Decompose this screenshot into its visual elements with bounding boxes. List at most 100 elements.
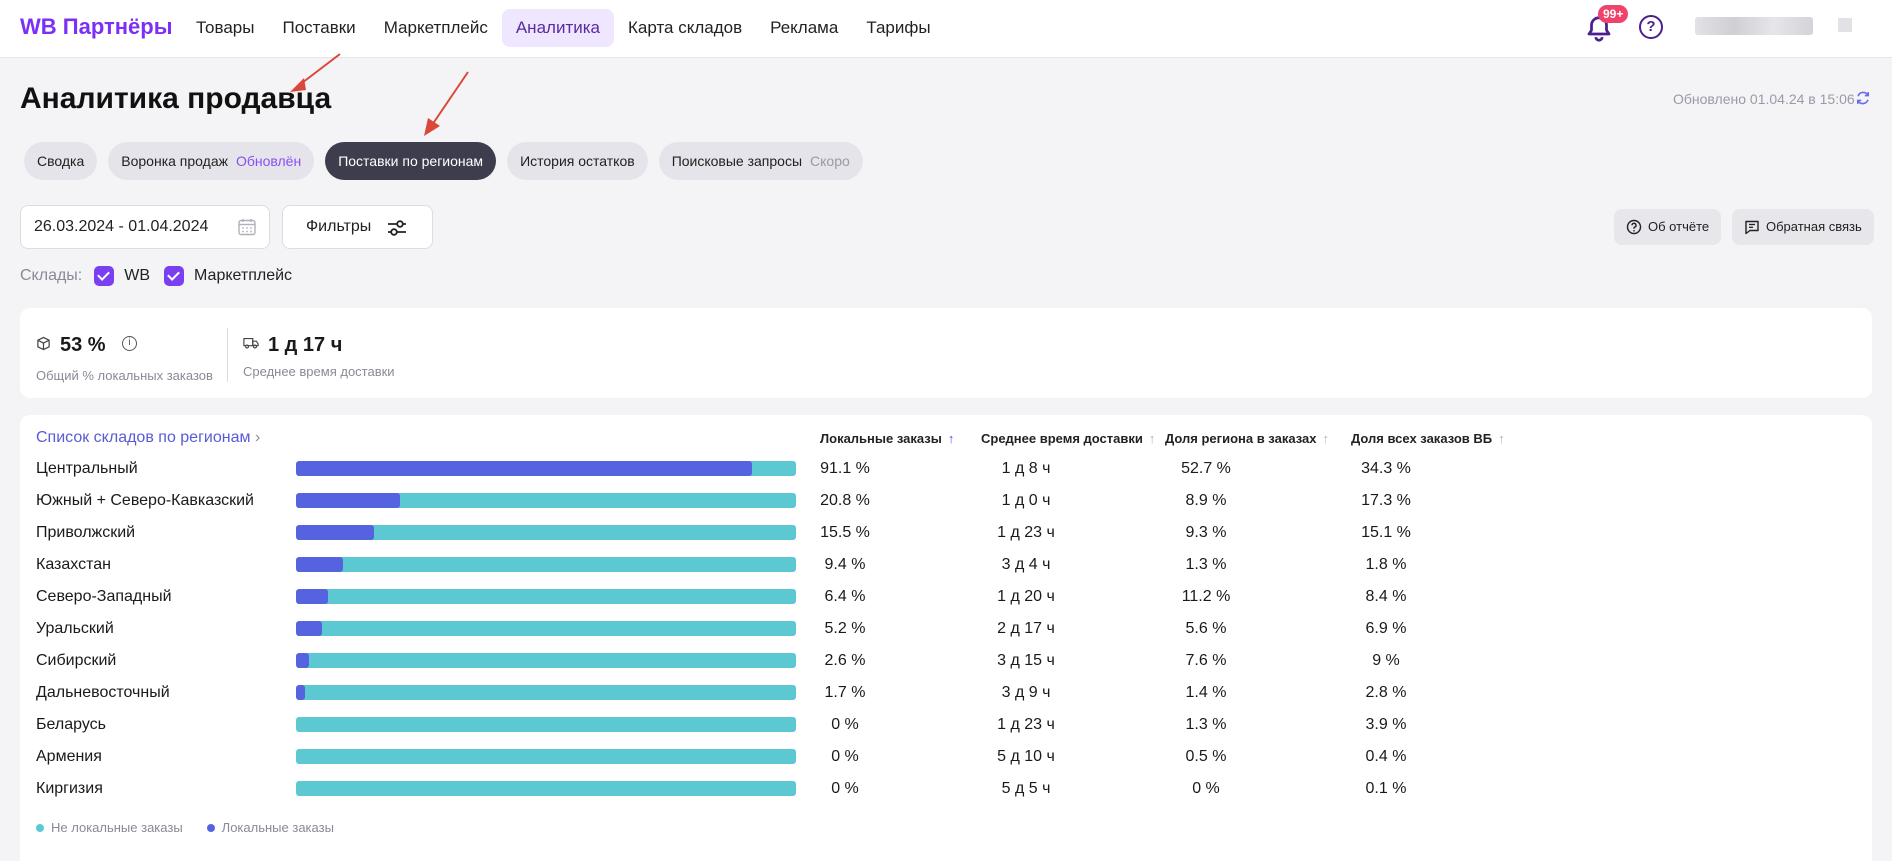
region-name: Уральский bbox=[36, 620, 114, 637]
feedback-button[interactable]: Обратная связь bbox=[1732, 209, 1874, 245]
help-icon[interactable]: ? bbox=[1639, 15, 1663, 39]
region-name: Казахстан bbox=[36, 556, 111, 573]
region-name: Сибирский bbox=[36, 652, 117, 669]
tab-supplies-by-region[interactable]: Поставки по регионам bbox=[325, 142, 497, 180]
filters-label: Фильтры bbox=[306, 218, 372, 235]
column-header-wb-share[interactable]: Доля всех заказов ВБ ↑ bbox=[1351, 431, 1505, 446]
nav-item-marketplace[interactable]: Маркетплейс bbox=[383, 18, 488, 37]
about-report-label: Об отчёте bbox=[1648, 219, 1710, 234]
column-header-avg-delivery[interactable]: Среднее время доставки ↑ bbox=[981, 431, 1155, 446]
local-orders-bar-fill bbox=[296, 461, 752, 476]
region-share-value: 0 % bbox=[1192, 780, 1220, 797]
wb-share-value: 34.3 % bbox=[1361, 460, 1411, 477]
avg-delivery-value: 3 д 4 ч bbox=[1001, 556, 1051, 573]
tab-summary[interactable]: Сводка bbox=[24, 142, 98, 180]
local-orders-value: 0 % bbox=[831, 716, 859, 733]
filters-button[interactable]: Фильтры bbox=[282, 205, 433, 249]
wb-share-value: 0.4 % bbox=[1365, 748, 1407, 765]
box-icon bbox=[37, 336, 50, 351]
region-name: Беларусь bbox=[36, 716, 106, 733]
local-orders-bar bbox=[296, 749, 796, 764]
avg-delivery-time: 1 д 17 ч bbox=[268, 334, 343, 356]
tab-label: Воронка продаж bbox=[121, 153, 228, 169]
table-row[interactable]: Центральный 91.1 % 1 д 8 ч 52.7 % 34.3 % bbox=[20, 455, 1872, 487]
refresh-icon[interactable] bbox=[1854, 89, 1872, 107]
region-share-value: 7.6 % bbox=[1185, 652, 1227, 669]
tab-label: Сводка bbox=[37, 153, 85, 169]
region-name: Дальневосточный bbox=[36, 684, 170, 701]
nav-item-tariffs[interactable]: Тарифы bbox=[866, 18, 931, 37]
checkbox-marketplace-label[interactable]: Маркетплейс bbox=[194, 267, 293, 284]
nav-item-warehouse-map[interactable]: Карта складов bbox=[628, 18, 743, 37]
wb-share-value: 8.4 % bbox=[1365, 588, 1407, 605]
chat-icon bbox=[1745, 220, 1759, 235]
tab-search-queries[interactable]: Поисковые запросы Скоро bbox=[658, 142, 863, 180]
report-tabs: Сводка Воронка продаж Обновлён Поставки п… bbox=[24, 142, 874, 180]
local-orders-value: 0 % bbox=[831, 748, 859, 765]
nav-item-supplies[interactable]: Поставки bbox=[282, 18, 356, 37]
sort-arrow-up-icon[interactable]: ↑ bbox=[1322, 431, 1329, 446]
regions-list-link[interactable]: Список складов по регионам › bbox=[36, 429, 260, 447]
column-header-local-orders[interactable]: Локальные заказы ↑ bbox=[820, 431, 954, 446]
local-orders-bar-fill bbox=[296, 493, 400, 508]
avg-delivery-value: 5 д 5 ч bbox=[1001, 780, 1051, 797]
user-menu-blurred[interactable] bbox=[1838, 18, 1852, 32]
tab-sales-funnel[interactable]: Воронка продаж Обновлён bbox=[108, 142, 315, 180]
avg-delivery-value: 1 д 20 ч bbox=[997, 588, 1055, 605]
calendar-icon[interactable] bbox=[237, 217, 257, 237]
notifications-badge: 99+ bbox=[1598, 5, 1629, 23]
brand-logo[interactable]: WB Партнёры bbox=[20, 14, 173, 39]
truck-icon bbox=[243, 337, 259, 349]
avg-delivery-value: 1 д 23 ч bbox=[997, 716, 1055, 733]
legend-label-local: Локальные заказы bbox=[221, 820, 334, 835]
legend-dot-local bbox=[206, 823, 215, 832]
column-header-label: Локальные заказы bbox=[820, 431, 942, 446]
tab-stock-history[interactable]: История остатков bbox=[507, 142, 648, 180]
checkbox-wb-label[interactable]: WB bbox=[124, 267, 151, 284]
region-share-value: 1.4 % bbox=[1185, 684, 1227, 701]
date-range-field[interactable]: 26.03.2024 - 01.04.2024 bbox=[20, 205, 270, 249]
table-row[interactable]: Киргизия 0 % 5 д 5 ч 0 % 0.1 % bbox=[20, 775, 1872, 807]
local-orders-bar bbox=[296, 557, 796, 572]
region-name: Приволжский bbox=[36, 524, 136, 541]
local-orders-percent-label: Общий % локальных заказов bbox=[36, 368, 213, 383]
local-orders-bar bbox=[296, 685, 796, 700]
local-orders-value: 5.2 % bbox=[824, 620, 866, 637]
region-share-value: 0.5 % bbox=[1185, 748, 1227, 765]
info-icon[interactable]: i bbox=[122, 336, 137, 351]
checkbox-wb[interactable] bbox=[94, 266, 115, 286]
avg-delivery-value: 3 д 9 ч bbox=[1001, 684, 1051, 701]
tab-tag-soon: Скоро bbox=[810, 153, 850, 169]
table-row[interactable]: Казахстан 9.4 % 3 д 4 ч 1.3 % 1.8 % bbox=[20, 551, 1872, 583]
sort-arrow-up-icon[interactable]: ↑ bbox=[1498, 431, 1505, 446]
table-row[interactable]: Армения 0 % 5 д 10 ч 0.5 % 0.4 % bbox=[20, 743, 1872, 775]
wb-share-value: 15.1 % bbox=[1361, 524, 1411, 541]
user-name-blurred[interactable] bbox=[1695, 17, 1813, 35]
local-orders-value: 20.8 % bbox=[820, 492, 870, 509]
nav-item-products[interactable]: Товары bbox=[196, 18, 255, 37]
local-orders-bar-fill bbox=[296, 621, 322, 636]
local-orders-bar-fill bbox=[296, 685, 305, 700]
sort-arrow-up-icon[interactable]: ↑ bbox=[947, 431, 955, 446]
table-row[interactable]: Южный + Северо-Кавказский 20.8 % 1 д 0 ч 8.… bbox=[20, 487, 1872, 519]
table-row[interactable]: Сибирский 2.6 % 3 д 15 ч 7.6 % 9 % bbox=[20, 647, 1872, 679]
tab-tag-updated: Обновлён bbox=[235, 153, 302, 169]
local-orders-percent: 53 % bbox=[60, 334, 106, 356]
nav-item-ads[interactable]: Реклама bbox=[770, 18, 839, 37]
chart-legend: Не локальные заказы Локальные заказы bbox=[36, 820, 334, 835]
table-row[interactable]: Уральский 5.2 % 2 д 17 ч 5.6 % 6.9 % bbox=[20, 615, 1872, 647]
column-header-region-share[interactable]: Доля региона в заказах ↑ bbox=[1165, 431, 1329, 446]
local-orders-value: 9.4 % bbox=[824, 556, 866, 573]
avg-delivery-value: 3 д 15 ч bbox=[997, 652, 1055, 669]
kpi-divider bbox=[227, 328, 228, 382]
tab-label: Поисковые запросы bbox=[671, 153, 803, 169]
table-row[interactable]: Беларусь 0 % 1 д 23 ч 1.3 % 3.9 % bbox=[20, 711, 1872, 743]
sort-arrow-up-icon[interactable]: ↑ bbox=[1148, 431, 1156, 446]
table-row[interactable]: Приволжский 15.5 % 1 д 23 ч 9.3 % 15.1 % bbox=[20, 519, 1872, 551]
table-row[interactable]: Дальневосточный 1.7 % 3 д 9 ч 1.4 % 2.8 % bbox=[20, 679, 1872, 711]
about-report-button[interactable]: Об отчёте bbox=[1614, 209, 1722, 245]
checkbox-marketplace[interactable] bbox=[164, 266, 185, 286]
wb-share-value: 1.8 % bbox=[1365, 556, 1407, 573]
table-row[interactable]: Северо-Западный 6.4 % 1 д 20 ч 11.2 % 8.4 % bbox=[20, 583, 1872, 615]
nav-item-analytics[interactable]: Аналитика bbox=[501, 9, 614, 47]
